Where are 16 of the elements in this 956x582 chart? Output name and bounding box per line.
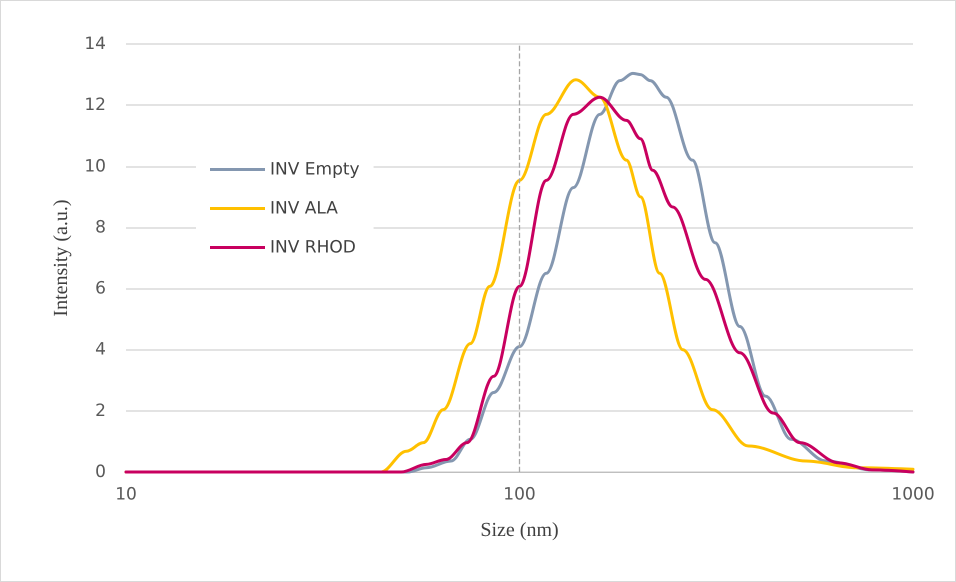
y-tick-label: 2 <box>95 400 106 421</box>
x-tick-label: 1000 <box>891 484 935 504</box>
y-tick-label: 4 <box>95 340 106 360</box>
x-axis-title: Size (nm) <box>480 519 559 541</box>
y-tick-label: 10 <box>84 156 106 176</box>
y-tick-label: 14 <box>84 34 106 54</box>
y-tick-label: 8 <box>95 217 106 238</box>
y-axis-title: Intensity (a.u.) <box>50 199 72 317</box>
x-tick-label: 100 <box>503 484 536 504</box>
legend-label: INV Empty <box>270 160 360 180</box>
x-tick-label: 10 <box>115 484 137 504</box>
legend-label: INV RHOD <box>270 238 356 258</box>
legend-label: INV ALA <box>270 198 338 218</box>
y-tick-label: 12 <box>84 95 106 116</box>
y-tick-label: 0 <box>95 462 106 482</box>
y-tick-label: 6 <box>95 278 106 299</box>
